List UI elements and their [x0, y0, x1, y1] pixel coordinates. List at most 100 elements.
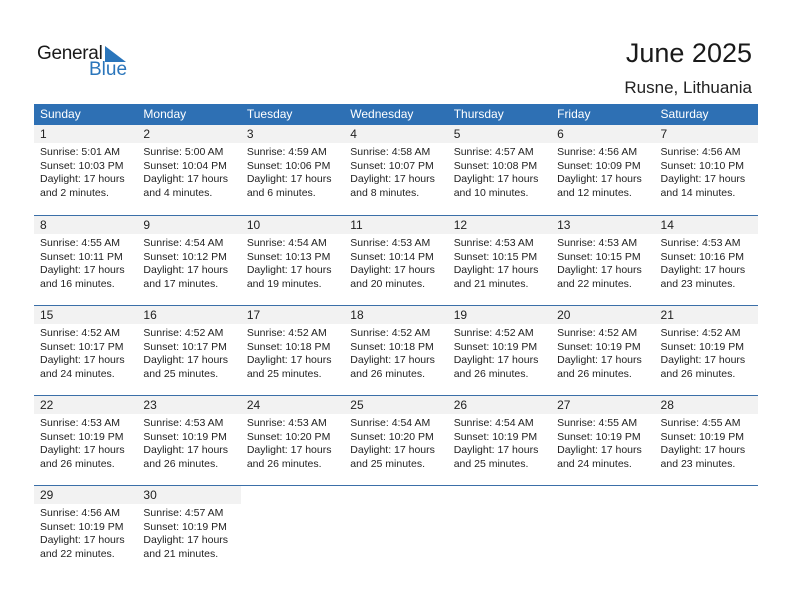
sunset-text: Sunset: 10:19 PM [143, 430, 227, 443]
daylight2-text: and 23 minutes. [660, 277, 736, 290]
day-number: 7 [654, 125, 758, 143]
daylight1-text: Daylight: 17 hours [143, 264, 229, 276]
week-row: 22 Sunrise: 4:53 AM Sunset: 10:19 PM Daylig… [34, 395, 758, 485]
day-cell: 27 Sunrise: 4:55 AM Sunset: 10:19 PM Daylig… [551, 396, 655, 485]
day-cell: 7 Sunrise: 4:56 AM Sunset: 10:10 PM Dayligh… [654, 125, 758, 215]
daylight1-text: Daylight: 17 hours [143, 534, 229, 546]
sunrise-text: Sunrise: 4:52 AM [246, 327, 327, 339]
day-cell: 19 Sunrise: 4:52 AM Sunset: 10:19 PM Daylig… [447, 306, 552, 395]
daylight1-text: Daylight: 17 hours [557, 264, 642, 276]
empty-cell [655, 486, 758, 575]
daylight2-text: and 26 minutes. [143, 457, 219, 470]
weekday-friday: Friday [557, 107, 591, 121]
sunrise-text: Sunrise: 4:53 AM [660, 237, 741, 249]
daylight2-text: and 10 minutes. [453, 186, 529, 199]
sunrise-text: Sunrise: 4:53 AM [350, 237, 431, 249]
sunset-text: Sunset: 10:19 PM [660, 340, 744, 353]
empty-cell [551, 486, 654, 575]
day-number: 12 [447, 216, 552, 234]
day-number: 17 [240, 306, 345, 324]
daylight2-text: and 26 minutes. [350, 367, 425, 380]
day-cell: 8 Sunrise: 4:55 AM Sunset: 10:11 PM Dayligh… [34, 216, 138, 305]
sunset-text: Sunset: 10:20 PM [246, 430, 331, 443]
daylight2-text: and 25 minutes. [350, 457, 425, 470]
day-number: 14 [654, 216, 758, 234]
day-cell: 24 Sunrise: 4:53 AM Sunset: 10:20 PM Daylig… [240, 396, 345, 485]
daylight1-text: Daylight: 17 hours [40, 173, 125, 185]
sunrise-text: Sunrise: 4:52 AM [453, 327, 534, 339]
daylight1-text: Daylight: 17 hours [350, 173, 435, 185]
day-cell: 23 Sunrise: 4:53 AM Sunset: 10:19 PM Daylig… [137, 396, 241, 485]
sunset-text: Sunset: 10:13 PM [246, 250, 331, 263]
daylight2-text: and 25 minutes. [453, 457, 529, 470]
day-cell: 9 Sunrise: 4:54 AM Sunset: 10:12 PM Dayligh… [137, 216, 241, 305]
daylight1-text: Daylight: 17 hours [143, 444, 229, 456]
sunrise-text: Sunrise: 4:56 AM [557, 146, 638, 158]
sunrise-text: Sunrise: 4:59 AM [246, 146, 327, 158]
daylight1-text: Daylight: 17 hours [40, 264, 125, 276]
sunset-text: Sunset: 10:18 PM [350, 340, 434, 353]
day-cell: 26 Sunrise: 4:54 AM Sunset: 10:19 PM Daylig… [447, 396, 552, 485]
daylight1-text: Daylight: 17 hours [40, 444, 125, 456]
day-number: 4 [344, 125, 448, 143]
sunset-text: Sunset: 10:19 PM [453, 340, 538, 353]
day-number: 3 [240, 125, 345, 143]
daylight2-text: and 25 minutes. [143, 367, 219, 380]
day-cell: 21 Sunrise: 4:52 AM Sunset: 10:19 PM Daylig… [654, 306, 758, 395]
day-number: 21 [654, 306, 758, 324]
daylight1-text: Daylight: 17 hours [557, 354, 642, 366]
day-number: 8 [34, 216, 138, 234]
logo-text-blue: Blue [89, 59, 128, 80]
daylight1-text: Daylight: 17 hours [557, 173, 642, 185]
sunset-text: Sunset: 10:10 PM [660, 159, 744, 172]
day-cell: 2 Sunrise: 5:00 AM Sunset: 10:04 PM Dayligh… [137, 125, 241, 215]
daylight2-text: and 4 minutes. [143, 186, 213, 199]
sunset-text: Sunset: 10:06 PM [246, 159, 331, 172]
day-cell: 15 Sunrise: 4:52 AM Sunset: 10:17 PM Daylig… [34, 306, 138, 395]
sunrise-text: Sunrise: 4:56 AM [40, 507, 120, 519]
daylight2-text: and 6 minutes. [246, 186, 316, 199]
sunset-text: Sunset: 10:17 PM [40, 340, 124, 353]
daylight2-text: and 2 minutes. [40, 186, 109, 199]
daylight2-text: and 26 minutes. [660, 367, 736, 380]
day-cell: 12 Sunrise: 4:53 AM Sunset: 10:15 PM Daylig… [447, 216, 552, 305]
weekday-saturday: Saturday [660, 107, 709, 121]
week-row: 15 Sunrise: 4:52 AM Sunset: 10:17 PM Daylig… [34, 305, 758, 395]
daylight2-text: and 22 minutes. [40, 547, 115, 560]
day-cell: 1 Sunrise: 5:01 AM Sunset: 10:03 PM Dayligh… [34, 125, 138, 215]
day-cell: 29 Sunrise: 4:56 AM Sunset: 10:19 PM Daylig… [34, 486, 138, 575]
weekday-monday: Monday [143, 107, 187, 121]
sunrise-text: Sunrise: 4:52 AM [40, 327, 120, 339]
day-number: 15 [34, 306, 138, 324]
day-cell: 22 Sunrise: 4:53 AM Sunset: 10:19 PM Daylig… [34, 396, 138, 485]
daylight1-text: Daylight: 17 hours [246, 354, 332, 366]
day-number: 30 [137, 486, 241, 504]
day-cell: 4 Sunrise: 4:58 AM Sunset: 10:07 PM Dayligh… [344, 125, 448, 215]
weekday-header: Sunday Monday Tuesday Wednesday Thursday Frid… [34, 104, 758, 125]
day-number: 11 [344, 216, 448, 234]
sunset-text: Sunset: 10:19 PM [143, 520, 227, 533]
daylight1-text: Daylight: 17 hours [660, 173, 746, 185]
day-number: 18 [344, 306, 448, 324]
daylight1-text: Daylight: 17 hours [453, 354, 539, 366]
day-number: 9 [137, 216, 241, 234]
day-cell: 11 Sunrise: 4:53 AM Sunset: 10:14 PM Daylig… [344, 216, 448, 305]
daylight2-text: and 20 minutes. [350, 277, 425, 290]
day-cell: 18 Sunrise: 4:52 AM Sunset: 10:18 PM Daylig… [344, 306, 448, 395]
day-number: 25 [344, 396, 448, 414]
empty-cell [241, 486, 344, 575]
daylight2-text: and 26 minutes. [40, 457, 115, 470]
daylight1-text: Daylight: 17 hours [350, 354, 435, 366]
daylight1-text: Daylight: 17 hours [40, 534, 125, 546]
day-cell: 10 Sunrise: 4:54 AM Sunset: 10:13 PM Daylig… [240, 216, 345, 305]
day-number: 20 [551, 306, 655, 324]
sunrise-text: Sunrise: 4:57 AM [143, 507, 224, 519]
day-number: 23 [137, 396, 241, 414]
sunrise-text: Sunrise: 4:53 AM [143, 417, 224, 429]
day-number: 16 [137, 306, 241, 324]
sunset-text: Sunset: 10:04 PM [143, 159, 227, 172]
day-number: 5 [447, 125, 552, 143]
sunrise-text: Sunrise: 5:01 AM [40, 146, 120, 158]
sunset-text: Sunset: 10:19 PM [557, 340, 641, 353]
